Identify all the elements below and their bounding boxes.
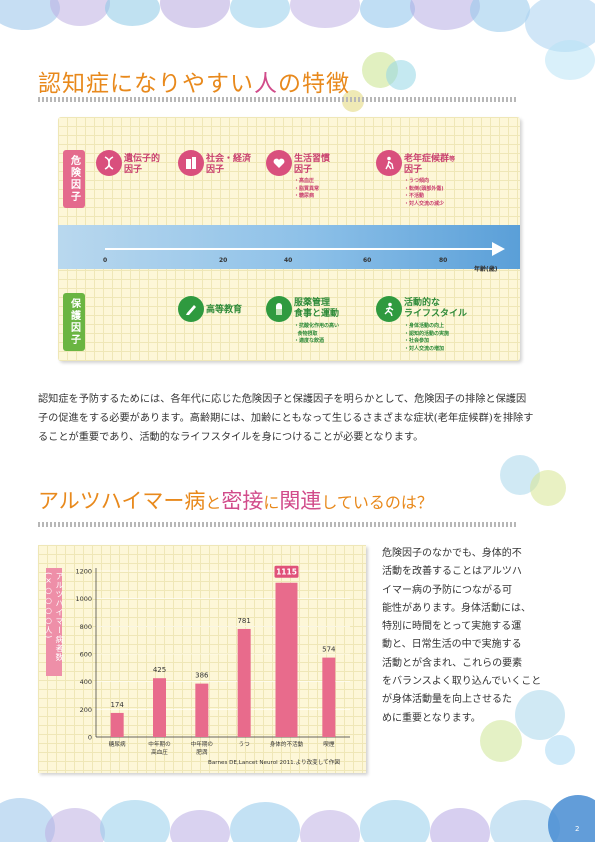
x-tick-label: 身体的不活動 bbox=[270, 740, 304, 748]
bar bbox=[195, 683, 209, 737]
protective-factor-tab: 保護因子 bbox=[63, 293, 85, 351]
x-tick-label: 中年期の bbox=[191, 740, 214, 748]
section1-title: 認知症になりやすい人の特徴 bbox=[38, 64, 350, 98]
bar bbox=[110, 712, 124, 737]
factor-title: 因子 bbox=[206, 165, 225, 175]
factor-title-suffix: 等 bbox=[449, 156, 456, 163]
title-highlight: 人 bbox=[254, 71, 278, 97]
age-tick: 60 bbox=[363, 257, 372, 264]
bar bbox=[153, 678, 166, 737]
age-tick: 40 bbox=[284, 257, 293, 264]
x-tick-label: 中年期の bbox=[148, 740, 171, 748]
y-tick-label: 800 bbox=[80, 623, 92, 631]
y-tick-label: 1000 bbox=[75, 595, 92, 603]
age-axis-unit: 年齢(歳) bbox=[474, 266, 498, 273]
factor-title: 老年症候群 bbox=[404, 154, 450, 164]
factor-title: 活動的な bbox=[404, 298, 441, 308]
y-tick-label: 600 bbox=[80, 651, 92, 659]
factor-title: 高等教育 bbox=[206, 305, 243, 315]
x-tick-label: 高血圧 bbox=[151, 748, 168, 756]
heart-icon bbox=[266, 150, 292, 176]
protective-factor-medication-items: ・抗酸化作用の高い 食物摂取 ・適度な飲酒 bbox=[294, 323, 340, 344]
arrow-right-icon bbox=[492, 242, 505, 256]
data-label: 574 bbox=[322, 646, 336, 654]
title-part: の特徴 bbox=[278, 71, 350, 97]
protective-factor-education: 高等教育 bbox=[206, 305, 242, 316]
age-axis-line bbox=[105, 248, 495, 250]
factor-title: 因子 bbox=[404, 165, 423, 175]
x-tick-label: 喫煙 bbox=[323, 740, 335, 748]
age-tick: 80 bbox=[439, 257, 448, 264]
bar bbox=[237, 628, 251, 737]
section2-title: アルツハイマー病と密接に関連しているのは？ bbox=[38, 485, 433, 515]
section1-paragraph: 認知症を予防するためには、各年代に応じた危険因子と保護因子を明らかとして、危険因… bbox=[38, 394, 534, 443]
y-tick-label: 1200 bbox=[75, 568, 92, 576]
chart-y-axis-label: アルツハイマー病者数(×○○○○人) bbox=[44, 568, 64, 676]
factor-title: ライフスタイル bbox=[404, 309, 468, 319]
x-tick-label: 肥満 bbox=[196, 749, 208, 756]
factor-title: 因子 bbox=[124, 165, 143, 175]
risk-factor-lifestyle: 生活習慣 因子 bbox=[294, 154, 330, 176]
bar bbox=[275, 582, 298, 737]
factor-title: 服薬管理 bbox=[294, 298, 331, 308]
title-part: に bbox=[263, 493, 280, 512]
title-part: アルツハイマー病 bbox=[38, 489, 206, 513]
age-tick: 20 bbox=[219, 257, 228, 264]
chart-source: Barnes DE,Lancet Neurol 2011.より改変して作図 bbox=[208, 760, 340, 766]
dotted-divider bbox=[38, 522, 518, 527]
value-label-badge bbox=[274, 565, 299, 578]
age-timeline bbox=[58, 225, 520, 269]
data-label: 425 bbox=[153, 666, 166, 674]
factor-title: 社会・経済 bbox=[206, 154, 252, 164]
title-part: と bbox=[205, 493, 222, 512]
building-icon bbox=[178, 150, 204, 176]
runner-icon bbox=[376, 296, 402, 322]
risk-factor-genetic: 遺伝子的 因子 bbox=[124, 154, 160, 176]
factor-title: 遺伝子的 bbox=[124, 154, 161, 164]
risk-factor-tab: 危険因子 bbox=[63, 150, 85, 208]
dotted-divider bbox=[38, 97, 518, 102]
risk-factor-lifestyle-items: ・高血圧 ・脂質異常 ・糖尿病 bbox=[294, 178, 320, 199]
data-label: 386 bbox=[195, 672, 209, 680]
page-number: 2 bbox=[575, 825, 580, 833]
title-part: しているのは？ bbox=[321, 493, 433, 512]
x-tick-label: 糖尿病 bbox=[109, 740, 126, 748]
data-label: 174 bbox=[110, 701, 124, 709]
walker-icon bbox=[376, 150, 402, 176]
y-tick-label: 0 bbox=[88, 734, 92, 742]
bar bbox=[322, 657, 336, 737]
y-tick-label: 400 bbox=[80, 678, 92, 686]
title-highlight: 関連 bbox=[279, 489, 322, 513]
protective-factor-active-lifestyle: 活動的な ライフスタイル bbox=[404, 298, 467, 320]
pen-icon bbox=[178, 296, 204, 322]
factor-title: 生活習慣 bbox=[294, 154, 331, 164]
protective-factor-active-lifestyle-items: ・身体活動の向上 ・認知的活動の実施 ・社会参加 ・対人交流の増加 bbox=[404, 323, 450, 352]
x-tick-label: うつ bbox=[239, 741, 251, 748]
dna-icon bbox=[96, 150, 122, 176]
age-tick: 0 bbox=[103, 257, 108, 264]
data-label: 781 bbox=[237, 617, 250, 625]
protective-factor-medication: 服薬管理 食事と運動 bbox=[294, 298, 339, 320]
data-label: 1115 bbox=[276, 567, 297, 576]
risk-factor-socioeconomic: 社会・経済 因子 bbox=[206, 154, 251, 176]
title-highlight: 密接 bbox=[221, 489, 264, 513]
risk-factor-geriatric-items: ・うつ傾向 ・転倒(頭部外傷) ・不活動 ・対人交流の減少 bbox=[404, 178, 445, 207]
y-tick-label: 200 bbox=[80, 706, 92, 714]
pill-icon bbox=[266, 296, 292, 322]
section2-side-text: 危険因子のなかでも、身体的不 活動を改善することはアルツハ イマー病の予防につな… bbox=[382, 548, 542, 724]
title-part: 認知症になりやすい bbox=[38, 71, 254, 97]
factor-title: 因子 bbox=[294, 165, 313, 175]
risk-factor-geriatric: 老年症候群等 因子 bbox=[404, 154, 455, 176]
factor-title: 食事と運動 bbox=[294, 309, 340, 319]
